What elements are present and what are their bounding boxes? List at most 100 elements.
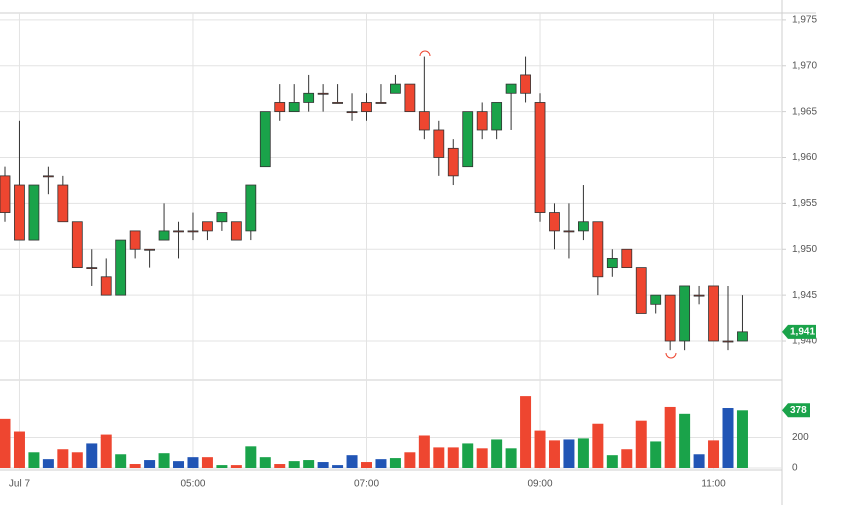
last-price-label: 1,941 xyxy=(790,326,815,337)
candle xyxy=(230,221,242,241)
candle xyxy=(14,120,25,241)
candle-body xyxy=(621,248,633,269)
candle xyxy=(491,102,503,140)
candle xyxy=(476,102,488,140)
y-tick-label: 1,940 xyxy=(792,336,817,347)
volume-bar xyxy=(548,440,560,468)
candle xyxy=(534,93,546,222)
candle-body xyxy=(592,221,604,278)
candle-body xyxy=(722,340,734,343)
candle xyxy=(650,294,662,314)
volume-bar xyxy=(404,452,416,468)
candle-body xyxy=(288,102,300,113)
x-tick-label: 09:00 xyxy=(528,479,553,490)
volume-bar xyxy=(173,461,185,468)
candle-body xyxy=(158,230,170,241)
candle xyxy=(42,166,54,195)
volume-bar xyxy=(722,408,734,468)
candle xyxy=(144,248,156,268)
candle-body xyxy=(86,267,98,270)
y-tick-label: 1,970 xyxy=(792,60,817,71)
y-tick-label: 1,950 xyxy=(792,244,817,255)
volume-bar xyxy=(606,455,618,468)
candle xyxy=(390,74,401,94)
candle-body xyxy=(259,111,271,168)
x-tick-label: 11:00 xyxy=(701,479,726,490)
volume-bar xyxy=(635,420,647,468)
candle-body xyxy=(14,184,25,241)
candle xyxy=(505,83,517,130)
last-price-tag xyxy=(782,324,816,339)
candle-body xyxy=(129,230,141,250)
volume-bar xyxy=(201,457,213,468)
y2-tick-label: 200 xyxy=(792,432,809,443)
candle xyxy=(693,285,705,305)
y-tick-label: 1,955 xyxy=(792,198,817,209)
candle-body xyxy=(679,285,691,342)
volume-bar xyxy=(115,454,127,468)
volume-bar xyxy=(592,423,604,468)
candle xyxy=(100,258,112,296)
last-volume-label: 378 xyxy=(790,405,807,416)
candle xyxy=(332,84,343,104)
candle-body xyxy=(635,267,647,314)
candle-body xyxy=(447,147,459,177)
candle xyxy=(86,249,98,286)
candle-body xyxy=(28,184,40,241)
y-tick-label: 1,945 xyxy=(792,290,817,301)
volume-bar xyxy=(216,465,228,468)
volume-bar xyxy=(736,410,748,468)
volume-bar xyxy=(621,449,633,468)
volume-bar xyxy=(288,461,300,468)
candle xyxy=(375,84,387,104)
candle xyxy=(115,239,127,296)
candle xyxy=(722,285,734,351)
candle xyxy=(404,83,416,113)
candle xyxy=(245,184,257,241)
volume-bar xyxy=(100,434,112,468)
volume-bar xyxy=(129,464,141,468)
volume-bar xyxy=(187,457,199,468)
y-tick-label: 1,965 xyxy=(792,106,817,117)
candle xyxy=(606,249,618,277)
volume-bar xyxy=(13,431,25,468)
candle-body xyxy=(650,294,662,305)
candle xyxy=(563,203,575,259)
candle-body xyxy=(303,92,315,103)
x-tick-label: Jul 7 xyxy=(9,479,31,490)
volume-bar xyxy=(303,460,315,468)
candle xyxy=(259,111,271,168)
candle xyxy=(187,212,199,241)
candle-body xyxy=(491,102,503,131)
candle-body xyxy=(0,175,11,213)
candle-body xyxy=(578,221,589,232)
volume-bar xyxy=(71,452,83,468)
volume-bar xyxy=(274,464,286,468)
candle-body xyxy=(202,221,213,232)
volume-bar xyxy=(563,439,575,468)
candle-body xyxy=(476,111,488,131)
candle xyxy=(664,294,676,351)
candle xyxy=(737,295,748,342)
volume-bar xyxy=(664,406,676,468)
candle-body xyxy=(317,92,329,95)
volume-bar xyxy=(259,457,271,468)
candle xyxy=(202,221,213,241)
volume-bar xyxy=(375,459,387,468)
candle xyxy=(303,74,315,112)
x-tick-label: 07:00 xyxy=(354,479,379,490)
candle-body xyxy=(418,111,430,131)
volume-bar xyxy=(0,418,11,468)
candle-body xyxy=(737,331,748,342)
candle xyxy=(447,139,459,186)
candle-body xyxy=(708,285,719,342)
candle xyxy=(28,184,40,241)
candle xyxy=(173,221,184,259)
candle-body xyxy=(144,248,156,251)
candle-body xyxy=(606,258,618,269)
volume-bar xyxy=(389,458,401,468)
candle-body xyxy=(563,230,575,233)
candle xyxy=(520,56,531,103)
candle-body xyxy=(534,102,546,213)
